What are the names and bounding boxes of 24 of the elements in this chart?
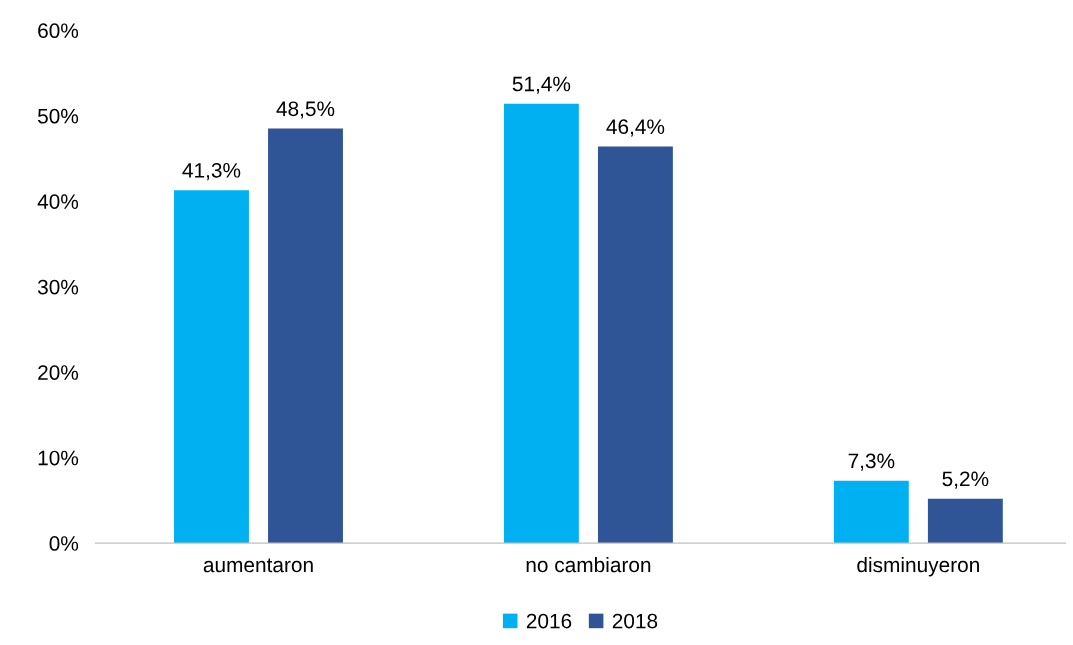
legend-label: 2018 [612, 613, 658, 629]
data-label: 41,3% [182, 162, 241, 181]
y-tick-label: 50% [37, 108, 79, 124]
data-label: 7,3% [848, 453, 895, 471]
bar [833, 480, 909, 544]
y-tick-label: 10% [38, 450, 79, 466]
bar [268, 128, 343, 544]
y-tick-label: 20% [38, 365, 79, 380]
data-label: 48,5% [276, 101, 335, 119]
y-tick-label: 60% [38, 23, 79, 39]
data-label: 46,4% [606, 119, 665, 137]
y-tick-label: 40% [37, 194, 79, 209]
x-tick-label: disminuyeron [857, 556, 979, 577]
x-tick-label: aumentaron [203, 558, 313, 573]
y-tick-label: 0% [49, 536, 79, 551]
y-tick-label: 30% [37, 279, 79, 295]
data-label: 51,4% [512, 76, 571, 94]
legend-label: 2016 [526, 613, 572, 629]
bar [174, 190, 249, 544]
bar [927, 498, 1003, 544]
data-label: 5,2% [942, 471, 989, 489]
bar [503, 103, 579, 544]
x-tick-label: no cambiaron [526, 556, 651, 573]
bar [597, 146, 673, 544]
